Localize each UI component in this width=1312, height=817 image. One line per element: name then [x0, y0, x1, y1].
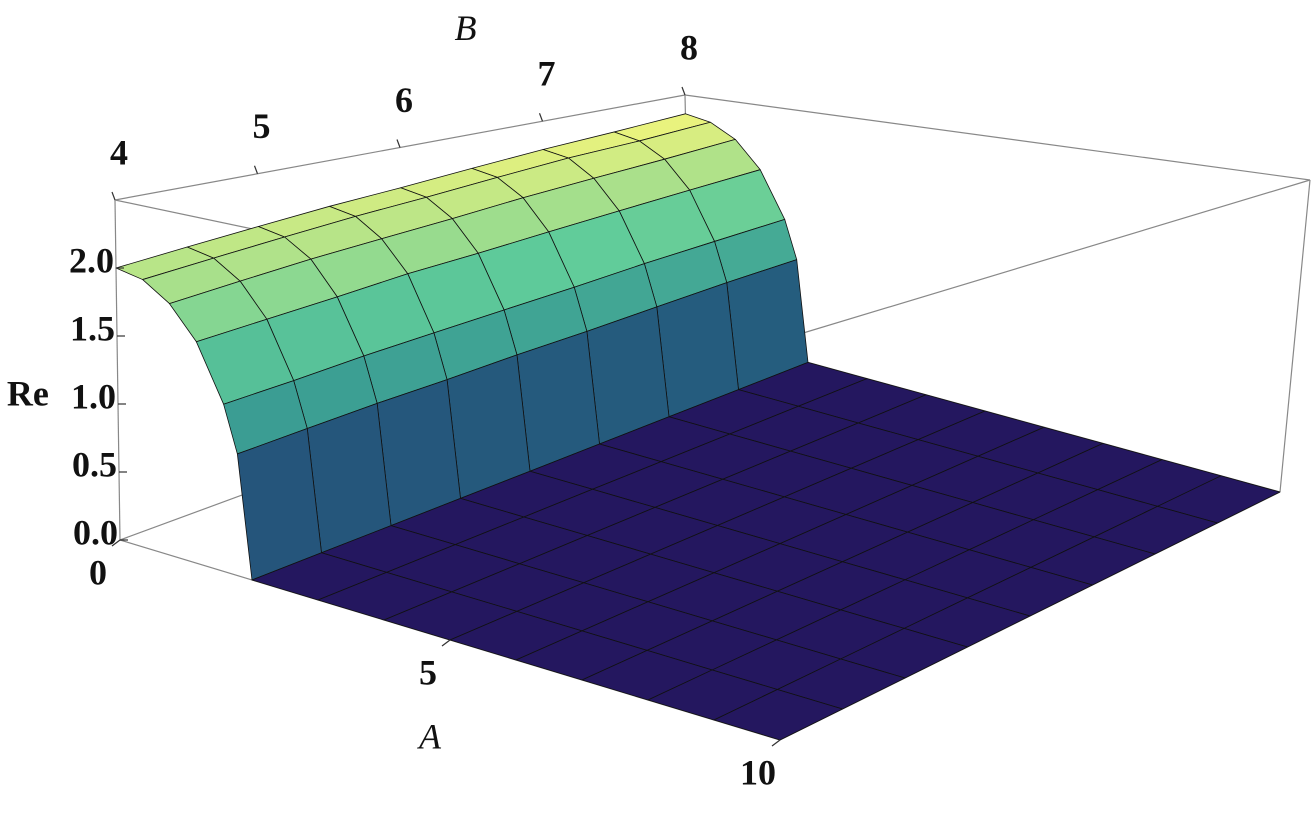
axes: 0 5 10 A 4 5 6 7 8 B 0.0 0.5 1.0 1.5 2.0 Re	[7, 8, 781, 792]
box-edge	[684, 94, 1311, 181]
y-tick	[538, 113, 544, 122]
y-tick-label: 5	[253, 106, 271, 146]
x-tick	[111, 539, 121, 547]
x-tick-label: 10	[740, 752, 776, 792]
x-tick-label: 5	[419, 652, 437, 692]
box-edge	[114, 199, 121, 541]
surface-patch	[713, 689, 843, 741]
z-tick-label: 1.5	[70, 308, 115, 348]
y-tick-label: 4	[110, 132, 128, 172]
y-tick-label: 6	[395, 80, 413, 120]
box-edge	[1279, 179, 1311, 493]
y-tick	[396, 139, 401, 148]
z-tick-label: 1.0	[71, 376, 116, 416]
x-tick	[441, 639, 451, 647]
y-tick	[111, 191, 116, 201]
z-tick-label: 0.0	[73, 512, 118, 552]
z-tick-label: 2.0	[69, 240, 114, 280]
surface	[115, 113, 1281, 741]
y-tick-label: 8	[680, 27, 698, 67]
z-axis-label: Re	[7, 373, 49, 413]
y-tick-label: 7	[538, 54, 556, 94]
surface-patch	[236, 428, 322, 581]
y-tick	[681, 86, 686, 96]
z-tick-label: 0.5	[72, 444, 117, 484]
x-axis-label: A	[417, 716, 442, 756]
y-axis-label: B	[455, 8, 477, 48]
y-tick	[253, 165, 259, 174]
x-tick-label: 0	[89, 552, 107, 592]
x-tick	[771, 739, 781, 747]
box-edge	[779, 179, 1311, 341]
